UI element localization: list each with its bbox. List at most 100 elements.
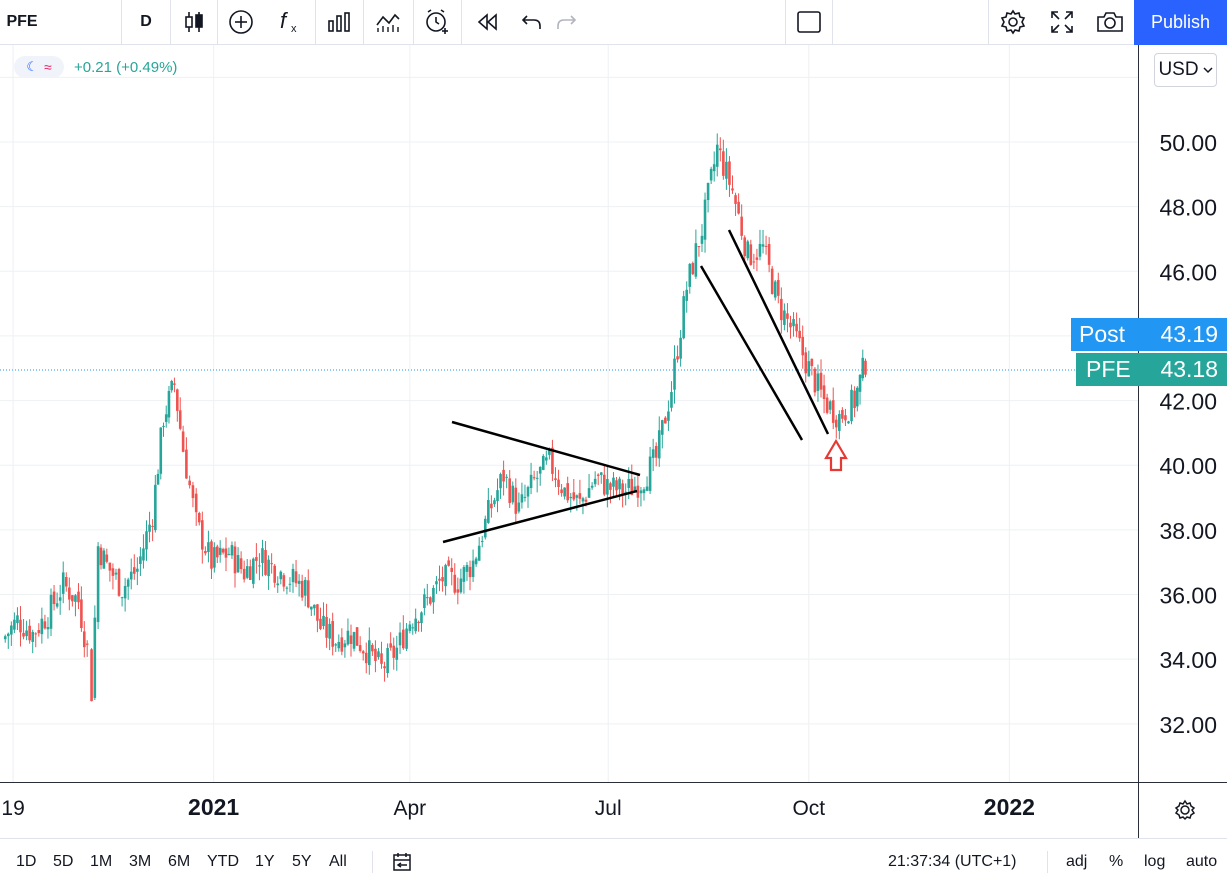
candle-body <box>471 560 475 577</box>
toolbar-divider <box>372 851 373 873</box>
range-button-ytd[interactable]: YTD <box>207 853 239 870</box>
toolbar-divider <box>1047 851 1048 873</box>
candle-body <box>310 606 313 610</box>
candle-body <box>346 630 350 645</box>
y-tick-label: 40.00 <box>1159 453 1217 479</box>
range-button-all[interactable]: All <box>329 853 347 870</box>
candle-body <box>383 666 386 669</box>
snapshot-icon[interactable] <box>1087 0 1133 44</box>
candle-body <box>61 572 65 594</box>
range-button-1m[interactable]: 1M <box>90 853 113 870</box>
range-button-3m[interactable]: 3M <box>129 853 152 870</box>
y-tick-label: 38.00 <box>1159 518 1217 544</box>
candle-body <box>487 499 490 523</box>
interval-button[interactable]: D <box>140 13 152 30</box>
candle-body <box>593 478 597 485</box>
candle-body <box>303 579 307 596</box>
candlestick-series <box>3 133 867 702</box>
adj-toggle[interactable]: adj <box>1066 853 1088 870</box>
candle-body <box>490 503 493 509</box>
axis-settings-icon <box>1174 799 1196 821</box>
undo-icon[interactable] <box>516 0 548 44</box>
fullscreen-icon[interactable] <box>1039 0 1085 44</box>
layout-icon[interactable] <box>786 0 832 44</box>
candle-body <box>493 500 496 505</box>
bottom-toolbar: 1D 5D 1M 3M 6M YTD 1Y 5Y All 21:37:34 (UTC+1) ad… <box>0 838 1227 885</box>
candle-body <box>508 478 512 503</box>
candle-body <box>725 161 728 179</box>
range-button-6m[interactable]: 6M <box>168 853 191 870</box>
candle-body <box>224 548 228 558</box>
candle-body <box>700 235 704 244</box>
range-button-1y[interactable]: 1Y <box>255 853 275 870</box>
candle-body <box>651 449 655 458</box>
candle-body <box>13 619 16 630</box>
candle-body <box>575 495 579 498</box>
log-toggle[interactable]: log <box>1144 853 1166 870</box>
x-tick-label: Apr <box>394 797 427 820</box>
candle-body <box>761 244 765 247</box>
auto-toggle[interactable]: auto <box>1186 853 1218 870</box>
candle-body <box>578 493 582 499</box>
symbol-search-button[interactable]: PFE <box>6 13 38 30</box>
candle-body <box>557 479 560 487</box>
x-tick-label: Oct <box>792 797 825 820</box>
candle-body <box>538 466 542 474</box>
range-button-5y[interactable]: 5Y <box>292 853 312 870</box>
candle-body <box>587 488 591 498</box>
templates-icon[interactable] <box>316 0 362 44</box>
range-button-1d[interactable]: 1D <box>16 853 37 870</box>
candle-body <box>221 548 225 553</box>
candle-body <box>85 643 89 645</box>
candle-body <box>554 478 557 481</box>
candle-body <box>560 489 563 493</box>
candle-body <box>831 400 835 423</box>
candle-body <box>414 618 417 632</box>
candle-body <box>215 546 219 558</box>
candle-body <box>697 246 701 248</box>
candle-body <box>636 485 640 498</box>
bar-style-icon[interactable] <box>171 0 217 44</box>
candle-body <box>850 389 853 422</box>
currency-select[interactable]: USD <box>1154 53 1217 87</box>
post-badge-label: Post <box>1079 321 1126 347</box>
candle-body <box>313 604 316 609</box>
clock-readout[interactable]: 21:37:34 (UTC+1) <box>888 853 1017 870</box>
candle-body <box>523 496 527 498</box>
toolbar-divider <box>461 0 462 44</box>
candle-body <box>804 352 808 374</box>
candle-body <box>325 616 328 638</box>
candle-body <box>551 447 554 474</box>
price-chart[interactable]: 32.0034.0036.0038.0040.0042.0044.0046.00… <box>0 45 1227 838</box>
percent-toggle[interactable]: % <box>1109 853 1124 870</box>
compare-add-icon[interactable] <box>218 0 264 44</box>
candle-body <box>462 567 466 582</box>
alert-icon[interactable] <box>414 0 460 44</box>
candle-body <box>676 356 679 360</box>
ideas-icon[interactable] <box>364 0 412 44</box>
candle-body <box>441 577 444 582</box>
candle-body <box>828 401 832 410</box>
settings-icon[interactable] <box>989 0 1037 44</box>
candle-body <box>532 477 536 479</box>
range-button-5d[interactable]: 5D <box>53 853 74 870</box>
candle-body <box>126 579 130 587</box>
candle-body <box>213 547 216 568</box>
candle-body <box>297 580 301 584</box>
chevron-down-icon <box>1203 67 1213 74</box>
session-pill[interactable]: ☾ ≈ <box>14 56 64 78</box>
goto-date-icon[interactable] <box>392 839 414 885</box>
candle-body <box>423 594 426 609</box>
candle-body <box>572 492 576 500</box>
post-market-badge: Post 43.19 <box>1071 318 1227 351</box>
candle-body <box>749 244 753 265</box>
candle-body <box>117 568 121 596</box>
candle-body <box>159 427 163 474</box>
candle-body <box>258 565 261 567</box>
candle-body <box>468 566 472 578</box>
publish-button[interactable]: Publish <box>1134 0 1227 45</box>
candle-body <box>82 631 86 648</box>
candle-body <box>233 546 237 574</box>
replay-icon[interactable] <box>462 0 512 44</box>
